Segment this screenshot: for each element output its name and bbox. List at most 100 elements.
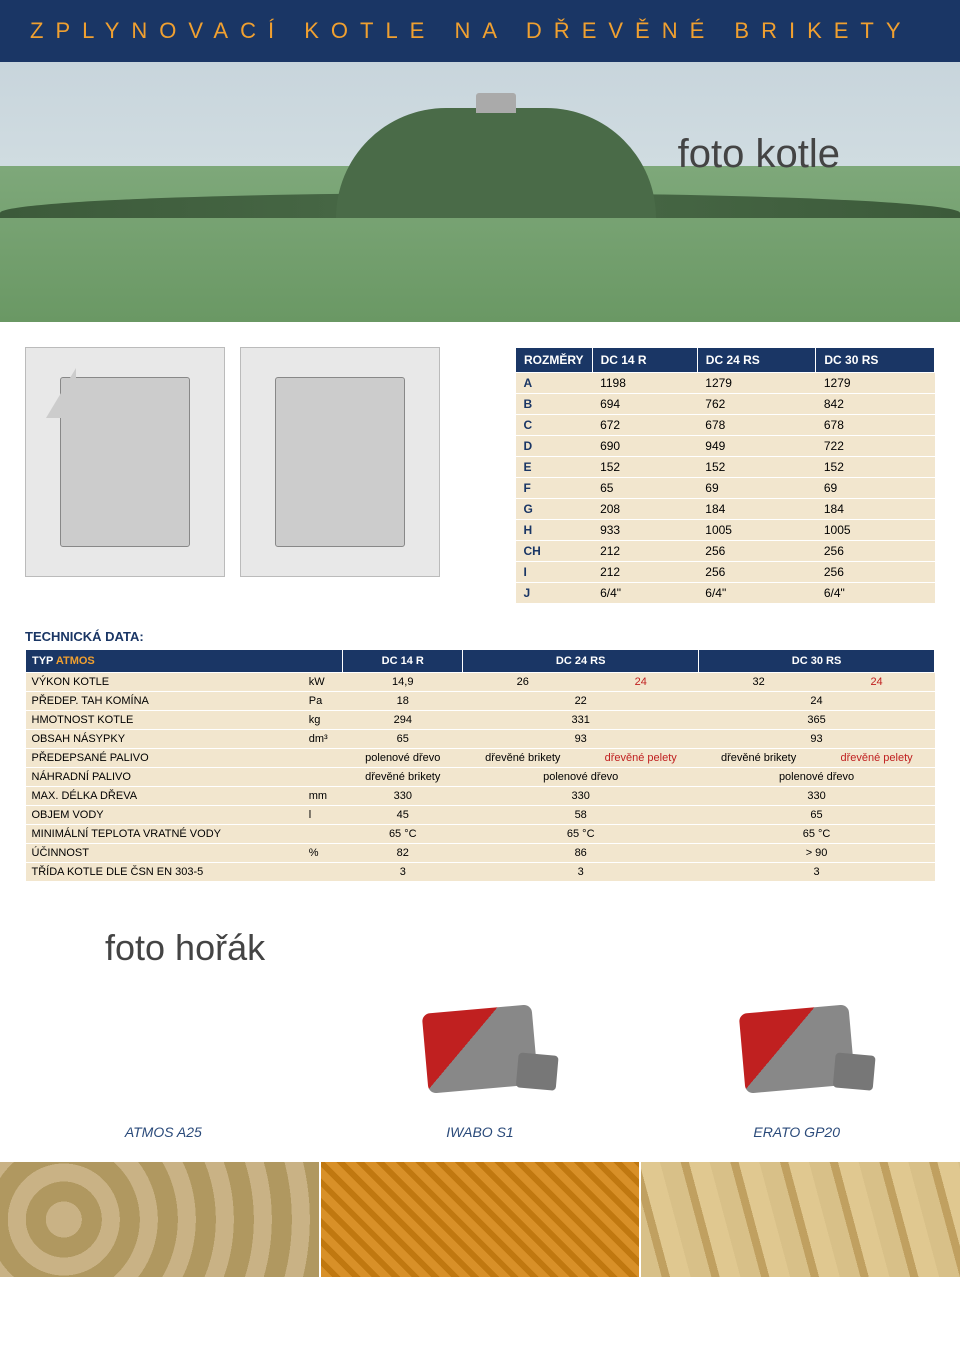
- diagram-front-view: [240, 347, 440, 577]
- tech-value: polenové dřevo: [699, 768, 935, 787]
- burner-item: ERATO GP20: [658, 984, 935, 1140]
- tech-row-unit: [303, 863, 343, 882]
- dim-value: 256: [816, 541, 935, 562]
- tech-value: 82: [343, 844, 463, 863]
- dim-value: 672: [592, 415, 697, 436]
- dimensions-table: ROZMĚRYDC 14 RDC 24 RSDC 30 RS A11981279…: [515, 347, 935, 604]
- dim-value: 690: [592, 436, 697, 457]
- tech-value: dřevěné brikety: [699, 749, 819, 768]
- tech-row: PŘEDEP. TAH KOMÍNAPa182224: [26, 692, 935, 711]
- dim-value: 1005: [816, 520, 935, 541]
- tech-row: PŘEDEPSANÉ PALIVOpolenové dřevodřevěné b…: [26, 749, 935, 768]
- dim-header-model: DC 14 R: [592, 348, 697, 373]
- dim-value: 256: [697, 541, 816, 562]
- tech-value: 3: [343, 863, 463, 882]
- tech-value: 93: [699, 730, 935, 749]
- dim-value: 6/4": [697, 583, 816, 604]
- tech-value: 65: [699, 806, 935, 825]
- dimensions-row: I212256256: [516, 562, 935, 583]
- tech-value: 24: [699, 692, 935, 711]
- tech-row-unit: dm³: [303, 730, 343, 749]
- burner-shape: [422, 1004, 539, 1093]
- dim-value: 949: [697, 436, 816, 457]
- technical-data-table: TYP ATMOS DC 14 R DC 24 RS DC 30 RS VÝKO…: [25, 649, 935, 882]
- tech-row-unit: [303, 825, 343, 844]
- dim-value: 842: [816, 394, 935, 415]
- dim-key: G: [516, 499, 593, 520]
- dim-value: 212: [592, 562, 697, 583]
- dim-value: 152: [592, 457, 697, 478]
- tech-value: 86: [463, 844, 699, 863]
- tech-value: polenové dřevo: [343, 749, 463, 768]
- tech-value: 330: [463, 787, 699, 806]
- tech-row-label: PŘEDEPSANÉ PALIVO: [26, 749, 303, 768]
- dim-value: 69: [816, 478, 935, 499]
- tech-value: 330: [699, 787, 935, 806]
- tech-header-type: TYP ATMOS: [26, 650, 343, 673]
- hero-caption: foto kotle: [678, 132, 840, 177]
- tech-value: 65 °C: [343, 825, 463, 844]
- tech-row: NÁHRADNÍ PALIVOdřevěné briketypolenové d…: [26, 768, 935, 787]
- dim-value: 722: [816, 436, 935, 457]
- dimensions-row: D690949722: [516, 436, 935, 457]
- dim-key: J: [516, 583, 593, 604]
- tech-value: 3: [463, 863, 699, 882]
- dim-value: 152: [816, 457, 935, 478]
- dim-value: 1198: [592, 373, 697, 394]
- dimensions-row: CH212256256: [516, 541, 935, 562]
- tech-row-unit: %: [303, 844, 343, 863]
- tech-row-unit: [303, 768, 343, 787]
- tech-col-1: DC 14 R: [343, 650, 463, 673]
- tech-col-2: DC 24 RS: [463, 650, 699, 673]
- footer-pellets-image: [319, 1162, 640, 1277]
- hero-mountain: [336, 108, 656, 218]
- tech-value: 3: [699, 863, 935, 882]
- tech-value: 26: [463, 673, 583, 692]
- tech-value: dřevěné pelety: [819, 749, 935, 768]
- tech-value: 14,9: [343, 673, 463, 692]
- header-title: ZPLYNOVACÍ KOTLE NA DŘEVĚNÉ BRIKETY: [30, 18, 913, 43]
- diagram-side-view: [25, 347, 225, 577]
- tech-value: 18: [343, 692, 463, 711]
- dim-key: A: [516, 373, 593, 394]
- tech-value: dřevěné pelety: [583, 749, 699, 768]
- tech-value: 65 °C: [699, 825, 935, 844]
- dim-key: C: [516, 415, 593, 436]
- tech-row-unit: kW: [303, 673, 343, 692]
- dimensions-row: A119812791279: [516, 373, 935, 394]
- dim-value: 678: [816, 415, 935, 436]
- tech-row-label: OBJEM VODY: [26, 806, 303, 825]
- tech-value: 294: [343, 711, 463, 730]
- tech-row: TŘÍDA KOTLE DLE ČSN EN 303-5333: [26, 863, 935, 882]
- tech-value: > 90: [699, 844, 935, 863]
- tech-value: dřevěné brikety: [463, 749, 583, 768]
- tech-value: 22: [463, 692, 699, 711]
- tech-row-label: MINIMÁLNÍ TEPLOTA VRATNÉ VODY: [26, 825, 303, 844]
- dim-value: 1279: [697, 373, 816, 394]
- dim-header-label: ROZMĚRY: [516, 348, 593, 373]
- burner-item: ATMOS A25: [25, 984, 302, 1140]
- tech-row-label: TŘÍDA KOTLE DLE ČSN EN 303-5: [26, 863, 303, 882]
- tech-value: 24: [583, 673, 699, 692]
- tech-row: OBSAH NÁSYPKYdm³659393: [26, 730, 935, 749]
- burner-image: [342, 984, 619, 1114]
- burner-shape: [738, 1004, 855, 1093]
- tech-row: OBJEM VODYl455865: [26, 806, 935, 825]
- dim-value: 6/4": [592, 583, 697, 604]
- dim-value: 694: [592, 394, 697, 415]
- dimensions-row: F656969: [516, 478, 935, 499]
- dimensions-row: B694762842: [516, 394, 935, 415]
- dim-value: 1005: [697, 520, 816, 541]
- tech-row-unit: Pa: [303, 692, 343, 711]
- dim-value: 6/4": [816, 583, 935, 604]
- tech-row: VÝKON KOTLEkW14,926243224: [26, 673, 935, 692]
- tech-row-unit: kg: [303, 711, 343, 730]
- dimensions-row: C672678678: [516, 415, 935, 436]
- dimensions-row: H93310051005: [516, 520, 935, 541]
- dim-value: 184: [697, 499, 816, 520]
- tech-row-label: HMOTNOST KOTLE: [26, 711, 303, 730]
- dim-key: B: [516, 394, 593, 415]
- dim-value: 69: [697, 478, 816, 499]
- burner-name: IWABO S1: [342, 1124, 619, 1140]
- dim-key: H: [516, 520, 593, 541]
